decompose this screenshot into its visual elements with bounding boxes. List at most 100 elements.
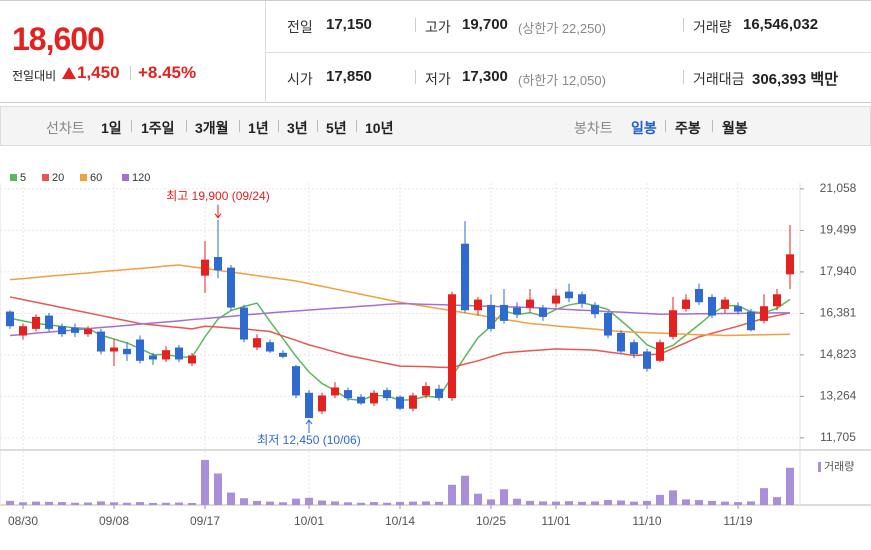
chart: 21,058 19,499 17,940 16,381 14,823 13,264 11,7…	[0, 172, 871, 528]
legend-label: 60	[90, 172, 102, 184]
candle-body	[188, 355, 196, 364]
volume-bar	[58, 502, 66, 505]
legend-swatch	[122, 174, 129, 181]
candle-body	[162, 350, 170, 360]
candle-period-button[interactable]: 주봉	[675, 120, 701, 136]
volume-bar	[422, 501, 430, 505]
volume-bar	[6, 500, 14, 505]
candle-body	[474, 299, 482, 311]
candle-body	[578, 294, 586, 304]
volume-bar	[253, 500, 261, 505]
volume-bar	[448, 484, 456, 505]
period-button[interactable]: 3년	[287, 120, 308, 136]
x-tick-label: 09/17	[190, 514, 220, 528]
candle-body	[552, 295, 560, 304]
volume-bar	[773, 497, 781, 505]
period-button[interactable]: 10년	[365, 120, 394, 136]
period-button[interactable]: 1년	[248, 120, 269, 136]
open-label: 시가	[287, 71, 313, 87]
candle-body	[344, 390, 352, 399]
y-tick-label: 17,940	[820, 264, 857, 278]
volume-bar	[409, 501, 417, 505]
change-label: 전일대비	[12, 69, 57, 83]
period-button[interactable]: 1주일	[141, 120, 175, 136]
volume-bar	[123, 502, 131, 505]
candle-period-button[interactable]: 일봉	[631, 120, 657, 136]
separator	[130, 66, 131, 80]
volume-bar	[45, 501, 53, 505]
candle-body	[396, 396, 404, 409]
separator	[356, 120, 357, 132]
volume-legend: 거래량	[824, 460, 854, 473]
volume-bar	[266, 501, 274, 505]
candle-body	[669, 310, 677, 337]
y-tick-label: 16,381	[820, 306, 857, 320]
candle-body	[71, 327, 79, 333]
x-tick-label: 10/01	[294, 514, 324, 528]
volume-bar	[643, 500, 651, 505]
volume-bar	[669, 490, 677, 505]
candle-body	[110, 347, 118, 352]
volume-bar	[292, 498, 300, 505]
change: 1,450	[77, 63, 120, 82]
separator	[683, 70, 684, 84]
candle-body	[747, 311, 755, 331]
volume-bar	[318, 500, 326, 505]
candle-body	[526, 299, 534, 308]
candle-body	[682, 299, 690, 309]
separator	[712, 120, 713, 132]
candle-body	[292, 366, 300, 396]
candle-body	[630, 342, 638, 355]
x-tick-label: 11/10	[632, 514, 661, 528]
period-button[interactable]: 5년	[326, 120, 347, 136]
volume-bar	[162, 502, 170, 505]
volume-bar	[565, 501, 573, 505]
candle-body	[604, 312, 612, 336]
change-pct: +8.45%	[138, 63, 197, 82]
separator	[186, 120, 187, 132]
line-chart-label: 선차트	[46, 120, 85, 136]
period-button[interactable]: 3개월	[195, 120, 229, 136]
candle-body	[136, 339, 144, 361]
separator	[131, 120, 132, 132]
volume-bar	[552, 501, 560, 505]
candle-body	[591, 304, 599, 315]
x-tick-label: 11/01	[541, 514, 570, 528]
volume-bar	[84, 502, 92, 505]
high-arrow	[214, 204, 222, 219]
volume-bar	[539, 501, 547, 505]
separator	[278, 120, 279, 132]
separator	[665, 120, 666, 132]
candle-body	[643, 351, 651, 369]
volume-bar	[396, 501, 404, 505]
volume-bar	[214, 473, 222, 505]
volume-bar	[591, 501, 599, 505]
volume-bar	[149, 502, 157, 505]
candle-body	[240, 307, 248, 340]
candle-body	[760, 306, 768, 321]
separator	[415, 70, 416, 84]
volume-bar	[630, 501, 638, 505]
volume-bar	[344, 502, 352, 505]
candle-body	[318, 395, 326, 412]
volume-bar	[682, 499, 690, 505]
candle-body	[370, 392, 378, 404]
candle-body	[266, 342, 274, 352]
candle-body	[695, 288, 703, 303]
high-annotation: 최고 19,900 (09/24)	[166, 189, 269, 203]
x-tick-label: 10/14	[385, 514, 415, 528]
candle-body	[500, 304, 508, 321]
candle-body	[786, 254, 794, 275]
candle-body	[175, 347, 183, 360]
quote-header: 18,600 전일대비 1,450 +8.45% 전일 17,150 고가 19…	[0, 0, 871, 103]
volume-bar	[656, 494, 664, 505]
volume-bar	[747, 501, 755, 505]
legend-label: 5	[20, 172, 26, 184]
volume-bar	[227, 492, 235, 505]
amount-label: 거래대금	[693, 71, 745, 87]
period-button[interactable]: 1일	[101, 120, 122, 136]
low-arrow	[305, 419, 313, 434]
candle-period-button[interactable]: 월봉	[722, 120, 748, 136]
high-label: 고가	[425, 19, 451, 35]
